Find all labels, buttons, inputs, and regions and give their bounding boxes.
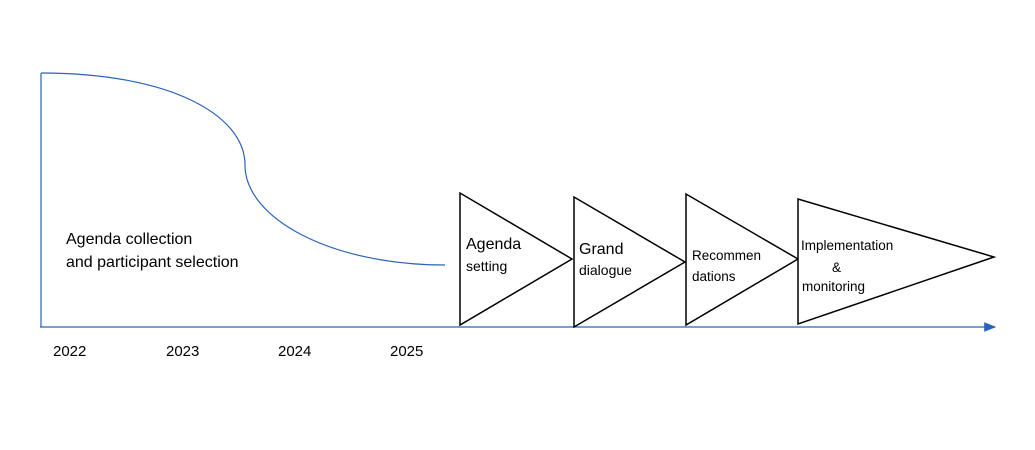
stage-label: setting (466, 258, 507, 274)
stage-label: Grand (579, 241, 623, 258)
year-label: 2022 (53, 343, 86, 360)
year-label: 2025 (390, 343, 423, 360)
stage-arrow (797, 197, 997, 326)
year-label: 2023 (166, 343, 199, 360)
stage-label: Recommen (692, 248, 761, 263)
stage-label: & (832, 260, 841, 275)
stage-label: dations (692, 269, 736, 284)
stage-label: monitoring (802, 279, 865, 294)
phase-label: Agenda collection (66, 231, 192, 248)
stage-label: Implementation (801, 238, 893, 253)
phase-label: and participant selection (66, 254, 239, 271)
stage-label: Agenda (466, 236, 521, 253)
stage-arrow (685, 192, 800, 327)
phase-curve (40, 72, 446, 266)
stage-label: dialogue (579, 262, 632, 278)
year-label: 2024 (278, 343, 311, 360)
stage-arrow (573, 195, 687, 329)
stage-arrow (459, 191, 574, 327)
